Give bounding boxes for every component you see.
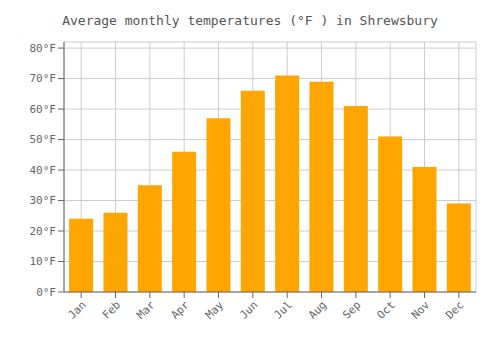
svg-text:Mar: Mar xyxy=(134,298,158,322)
svg-text:Nov: Nov xyxy=(409,298,433,322)
html-text:Average monthly temperatures (: Average monthly temperatures (°F ) in Sh… xyxy=(62,13,438,28)
svg-text:Oct: Oct xyxy=(375,298,398,321)
svg-text:0°F: 0°F xyxy=(36,286,56,299)
svg-text:May: May xyxy=(203,298,227,322)
svg-text:50°F: 50°F xyxy=(30,133,57,146)
svg-text:Apr: Apr xyxy=(169,298,193,322)
svg-text:Jan: Jan xyxy=(66,298,89,321)
svg-text:Aug: Aug xyxy=(306,298,329,321)
svg-text:Jun: Jun xyxy=(237,298,260,321)
svg-text:40°F: 40°F xyxy=(30,164,57,177)
svg-text:80°F: 80°F xyxy=(30,42,57,55)
svg-text:30°F: 30°F xyxy=(30,194,57,207)
svg-text:70°F: 70°F xyxy=(30,72,57,85)
svg-text:Sep: Sep xyxy=(340,298,363,321)
svg-text:60°F: 60°F xyxy=(30,103,57,116)
svg-text:Feb: Feb xyxy=(100,298,123,321)
svg-text:Jul: Jul xyxy=(272,298,295,321)
svg-text:10°F: 10°F xyxy=(30,255,57,268)
svg-text:20°F: 20°F xyxy=(30,225,57,238)
svg-text:Dec: Dec xyxy=(443,298,466,321)
